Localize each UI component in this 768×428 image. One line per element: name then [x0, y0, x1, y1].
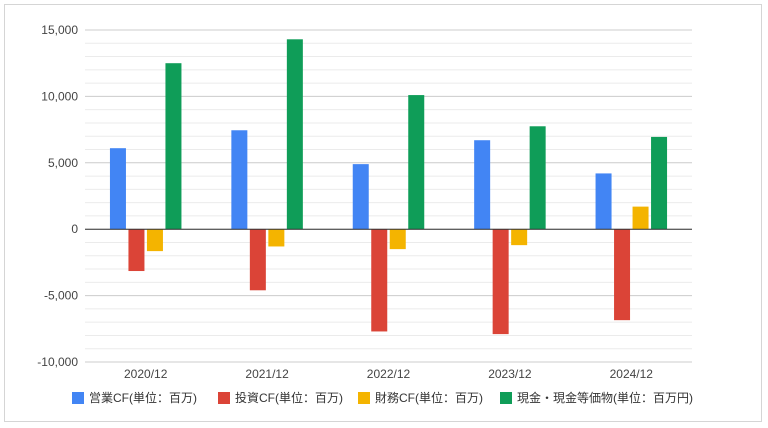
- bar-series-1-2023-12: [474, 140, 491, 230]
- bar-series-3-2020-12: [146, 229, 163, 252]
- bar-series-2-2024-12: [614, 229, 631, 321]
- bar-series-3-2021-12: [268, 229, 285, 247]
- bar-series-2-2020-12: [128, 229, 145, 272]
- x-tick-label: 2021/12: [245, 367, 289, 381]
- x-tick-label: 2020/12: [124, 367, 168, 381]
- bar-series-3-2024-12: [632, 206, 649, 230]
- bar-series-4-2023-12: [529, 126, 546, 230]
- y-tick-label: 5,000: [48, 156, 78, 170]
- legend-label: 財務CF(単位：百万): [375, 390, 483, 405]
- y-tick-label: -10,000: [37, 355, 78, 369]
- legend-swatch: [358, 392, 370, 404]
- x-tick-label: 2022/12: [367, 367, 411, 381]
- gridlines: [85, 29, 692, 363]
- bar-series-3-2022-12: [389, 229, 406, 250]
- bar-series-1-2021-12: [231, 130, 248, 230]
- bar-series-4-2022-12: [408, 95, 425, 230]
- legend-item-1[interactable]: 営業CF(単位：百万): [72, 390, 197, 405]
- legend-item-2[interactable]: 投資CF(単位：百万): [218, 390, 343, 405]
- bar-series-3-2023-12: [511, 229, 528, 246]
- x-tick-label: 2024/12: [610, 367, 654, 381]
- legend: 営業CF(単位：百万) 投資CF(単位：百万) 財務CF(単位：百万) 現金・現金等価…: [72, 390, 693, 405]
- bar-series-2-2022-12: [371, 229, 388, 332]
- legend-swatch: [72, 392, 84, 404]
- bar-series-4-2020-12: [165, 63, 182, 230]
- bars: [109, 39, 668, 335]
- x-axis-tick-labels: 2020/12 2021/12 2022/12 2023/12 2024/12: [124, 367, 653, 381]
- bar-series-1-2022-12: [352, 164, 369, 230]
- bar-series-2-2023-12: [492, 229, 509, 335]
- legend-swatch: [500, 392, 512, 404]
- bar-series-1-2024-12: [595, 173, 612, 230]
- legend-item-4[interactable]: 現金・現金等価物(単位：百万円): [500, 390, 693, 405]
- legend-label: 投資CF(単位：百万): [235, 390, 343, 405]
- x-tick-label: 2023/12: [488, 367, 532, 381]
- legend-label: 現金・現金等価物(単位：百万円): [517, 390, 693, 405]
- legend-label: 営業CF(単位：百万): [89, 390, 197, 405]
- bar-series-1-2020-12: [109, 148, 126, 230]
- y-axis-tick-labels: 15,000 10,000 5,000 0 -5,000 -10,000: [37, 23, 78, 369]
- y-tick-label: 10,000: [41, 89, 78, 103]
- bar-series-2-2021-12: [249, 229, 266, 291]
- bar-series-4-2021-12: [286, 39, 303, 230]
- bar-series-4-2024-12: [651, 136, 668, 230]
- y-tick-label: -5,000: [44, 289, 78, 303]
- y-tick-label: 15,000: [41, 23, 78, 37]
- legend-item-3[interactable]: 財務CF(単位：百万): [358, 390, 483, 405]
- y-tick-label: 0: [71, 222, 78, 236]
- legend-swatch: [218, 392, 230, 404]
